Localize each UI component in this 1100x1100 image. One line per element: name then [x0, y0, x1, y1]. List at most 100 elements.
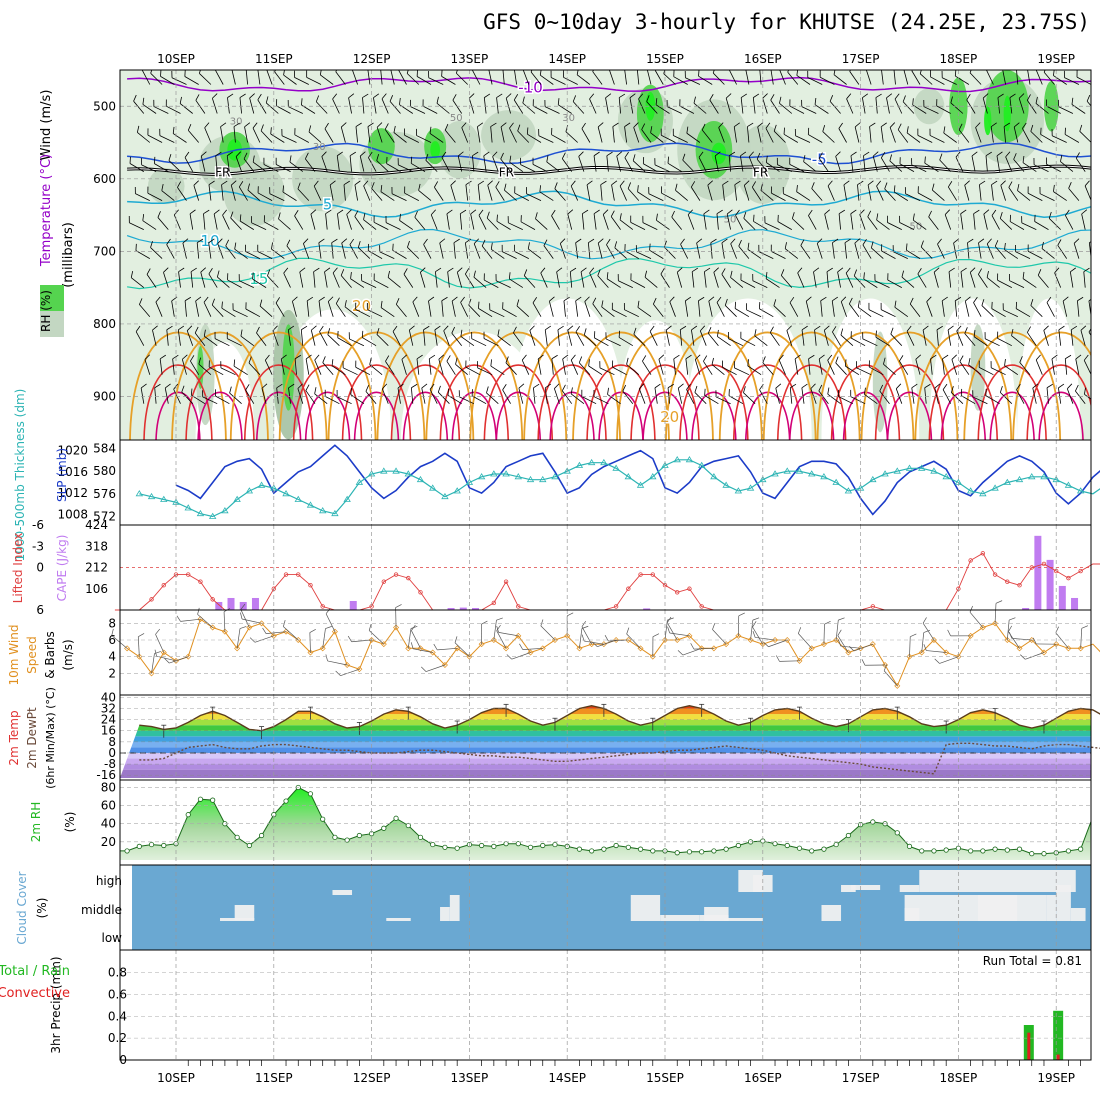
- upper-wind-barb: [941, 296, 948, 317]
- upper-wind-barb: [1096, 210, 1100, 229]
- wind-speed-point: [637, 645, 644, 652]
- upper-wind-barb: [627, 182, 640, 201]
- upper-wind-barb: [551, 354, 558, 375]
- contour-label-20-a: 20: [352, 297, 371, 315]
- upper-wind-barb: [955, 151, 964, 172]
- upper-wind-barb: [991, 180, 998, 201]
- upper-wind-barb: [850, 151, 857, 172]
- upper-wind-barb: [153, 99, 169, 114]
- upper-wind-barb: [233, 122, 240, 143]
- upper-wind-barb: [395, 298, 407, 317]
- upper-wind-barb: [234, 242, 248, 259]
- upper-wind-barb: [407, 240, 420, 259]
- upper-ylabel-wind: Wind (m/s): [39, 90, 54, 161]
- cloud-level-high: high: [96, 874, 122, 888]
- wind-barb: [823, 621, 831, 645]
- rh-point: [527, 844, 534, 850]
- wind-speed-point: [784, 637, 791, 643]
- upper-wind-barb: [906, 126, 921, 143]
- rh-point: [381, 825, 387, 831]
- upper-wind-barb: [850, 389, 866, 405]
- upper-wind-barb: [159, 354, 166, 375]
- upper-wind-barb: [529, 325, 536, 346]
- upper-wind-barb: [548, 296, 555, 317]
- upper-wind-barb: [275, 157, 291, 172]
- lifted-index-point: [675, 590, 680, 595]
- lifted-index-point: [1041, 561, 1047, 567]
- temperature-contour-15: [127, 257, 1091, 290]
- upper-wind-barb: [956, 325, 964, 346]
- thickness-point: [441, 492, 449, 500]
- temperature-band-7: [120, 730, 1091, 737]
- rh-point: [674, 850, 680, 856]
- upper-wind-barb: [716, 296, 725, 317]
- upper-wind-barb: [655, 70, 664, 85]
- upper-wind-barb: [740, 331, 756, 347]
- upper-wind-barb: [324, 122, 334, 143]
- thickness-point: [820, 473, 828, 480]
- temp-tick-0: 0: [108, 746, 116, 760]
- upper-wind-barb: [973, 296, 982, 317]
- upper-wind-barb: [539, 70, 554, 85]
- upper-wind-barb: [557, 98, 572, 114]
- upper-wind-barb: [514, 244, 529, 259]
- rh-point: [320, 816, 326, 822]
- upper-wind-barb: [953, 238, 960, 259]
- upper-wind-barb: [128, 215, 144, 230]
- wind-speed-point: [515, 632, 522, 639]
- upper-wind-barb: [691, 267, 699, 288]
- wind-barb: [581, 620, 592, 645]
- precip-legend-conv: Convective: [0, 986, 70, 1001]
- bottom-date-15SEP: 15SEP: [646, 1071, 684, 1085]
- upper-wind-barb: [181, 354, 188, 375]
- upper-wind-barb: [648, 187, 664, 201]
- upper-wind-barb: [259, 299, 273, 317]
- upper-wind-barb: [1065, 209, 1074, 230]
- wind-barb: [325, 654, 348, 666]
- upper-wind-barb: [789, 99, 805, 114]
- upper-wind-barb: [818, 384, 829, 404]
- upper-wind-barb: [1043, 70, 1055, 85]
- upper-wind-barb: [843, 180, 850, 201]
- upper-wind-barb: [728, 332, 744, 347]
- slp-ylabel: SLP (mb): [55, 448, 69, 502]
- rh-point: [442, 844, 448, 850]
- thickness-point: [832, 478, 840, 485]
- upper-wind-barb: [380, 185, 395, 201]
- upper-wind-barb: [684, 296, 692, 317]
- thickness-point: [612, 464, 620, 471]
- upper-wind-barb: [373, 215, 389, 230]
- thickness-point: [649, 473, 657, 480]
- upper-wind-barb: [425, 153, 438, 172]
- upper-wind-barb: [911, 70, 921, 85]
- rh-point: [894, 830, 900, 836]
- upper-wind-barb: [1086, 94, 1091, 114]
- upper-wind-barb: [538, 128, 554, 143]
- upper-wind-barb: [1026, 94, 1037, 114]
- warm-loop-13-1: [777, 364, 847, 440]
- upper-wind-barb: [770, 70, 774, 85]
- wind-barb: [923, 644, 947, 653]
- upper-wind-barb: [1009, 214, 1025, 230]
- rh-cell-30: [197, 345, 204, 390]
- upper-wind-barb: [1075, 152, 1086, 172]
- upper-wind-barb: [135, 243, 151, 259]
- wind-speed-point: [772, 637, 779, 643]
- upper-wind-barb: [1075, 354, 1082, 375]
- upper-wind-barb: [428, 354, 436, 375]
- upper-wind-barb: [587, 238, 595, 259]
- upper-wind-barb: [368, 151, 377, 172]
- upper-wind-barb: [726, 209, 733, 230]
- upper-wind-barb: [770, 94, 780, 114]
- lifted-index-point: [308, 583, 313, 588]
- upper-wind-barb: [743, 386, 756, 404]
- upper-wind-barb: [845, 267, 854, 288]
- upper-wind-barb: [220, 122, 227, 143]
- upper-wind-barb: [728, 389, 744, 405]
- upper-wind-barb: [136, 125, 151, 143]
- upper-wind-barb: [451, 296, 458, 317]
- cloud-level-low: low: [102, 931, 123, 945]
- lifted-index-point: [186, 572, 191, 577]
- rh-cell-27: [1003, 95, 1011, 132]
- wind-barb: [738, 612, 745, 636]
